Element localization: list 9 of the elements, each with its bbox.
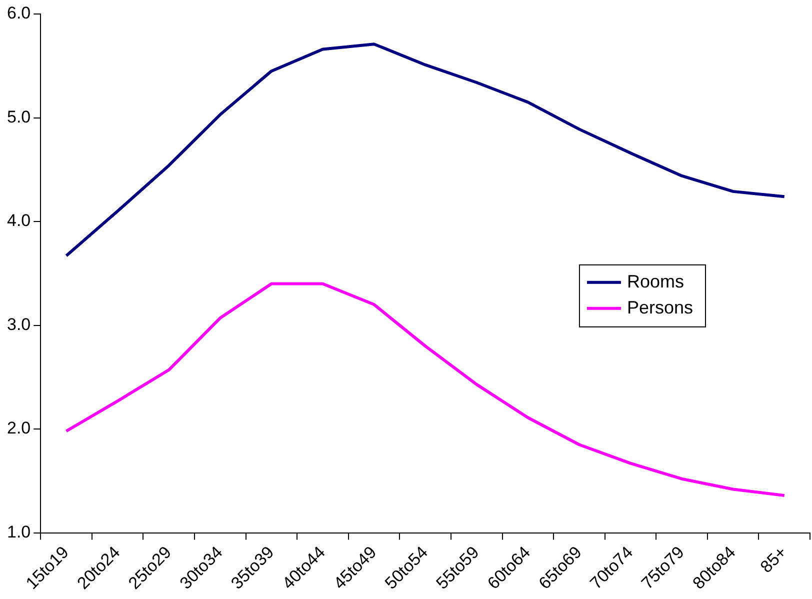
legend-label: Rooms	[626, 271, 684, 292]
y-tick-label: 6.0	[6, 4, 31, 23]
y-tick-label: 2.0	[6, 418, 31, 438]
y-tick-label: 5.0	[6, 107, 31, 126]
x-tick-label: 85+	[756, 542, 791, 577]
y-tick-label: 3.0	[6, 314, 31, 334]
y-tick-label: 4.0	[6, 211, 31, 230]
y-tick-label: 1.0	[6, 522, 31, 542]
legend-label: Persons	[626, 297, 694, 318]
